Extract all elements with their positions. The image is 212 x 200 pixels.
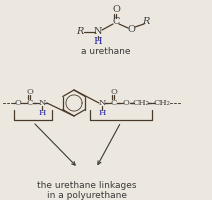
Text: O: O xyxy=(111,88,117,96)
Text: C: C xyxy=(111,99,117,107)
Text: N: N xyxy=(94,27,102,36)
Text: O: O xyxy=(15,99,21,107)
Text: CH₂: CH₂ xyxy=(153,99,170,107)
Text: O: O xyxy=(127,25,135,34)
Text: H: H xyxy=(38,109,46,117)
Text: R: R xyxy=(76,27,84,36)
Text: N: N xyxy=(38,99,46,107)
Text: O: O xyxy=(123,99,130,107)
Text: CH₂: CH₂ xyxy=(132,99,149,107)
Text: a urethane: a urethane xyxy=(81,47,131,56)
Text: H: H xyxy=(98,109,106,117)
Text: C: C xyxy=(27,99,33,107)
Text: O: O xyxy=(26,88,33,96)
Text: O: O xyxy=(112,5,120,15)
Text: C: C xyxy=(112,18,120,26)
Text: the urethane linkages
in a polyurethane: the urethane linkages in a polyurethane xyxy=(37,181,137,200)
Text: H: H xyxy=(94,38,102,46)
Text: N: N xyxy=(98,99,106,107)
Text: R: R xyxy=(142,18,150,26)
